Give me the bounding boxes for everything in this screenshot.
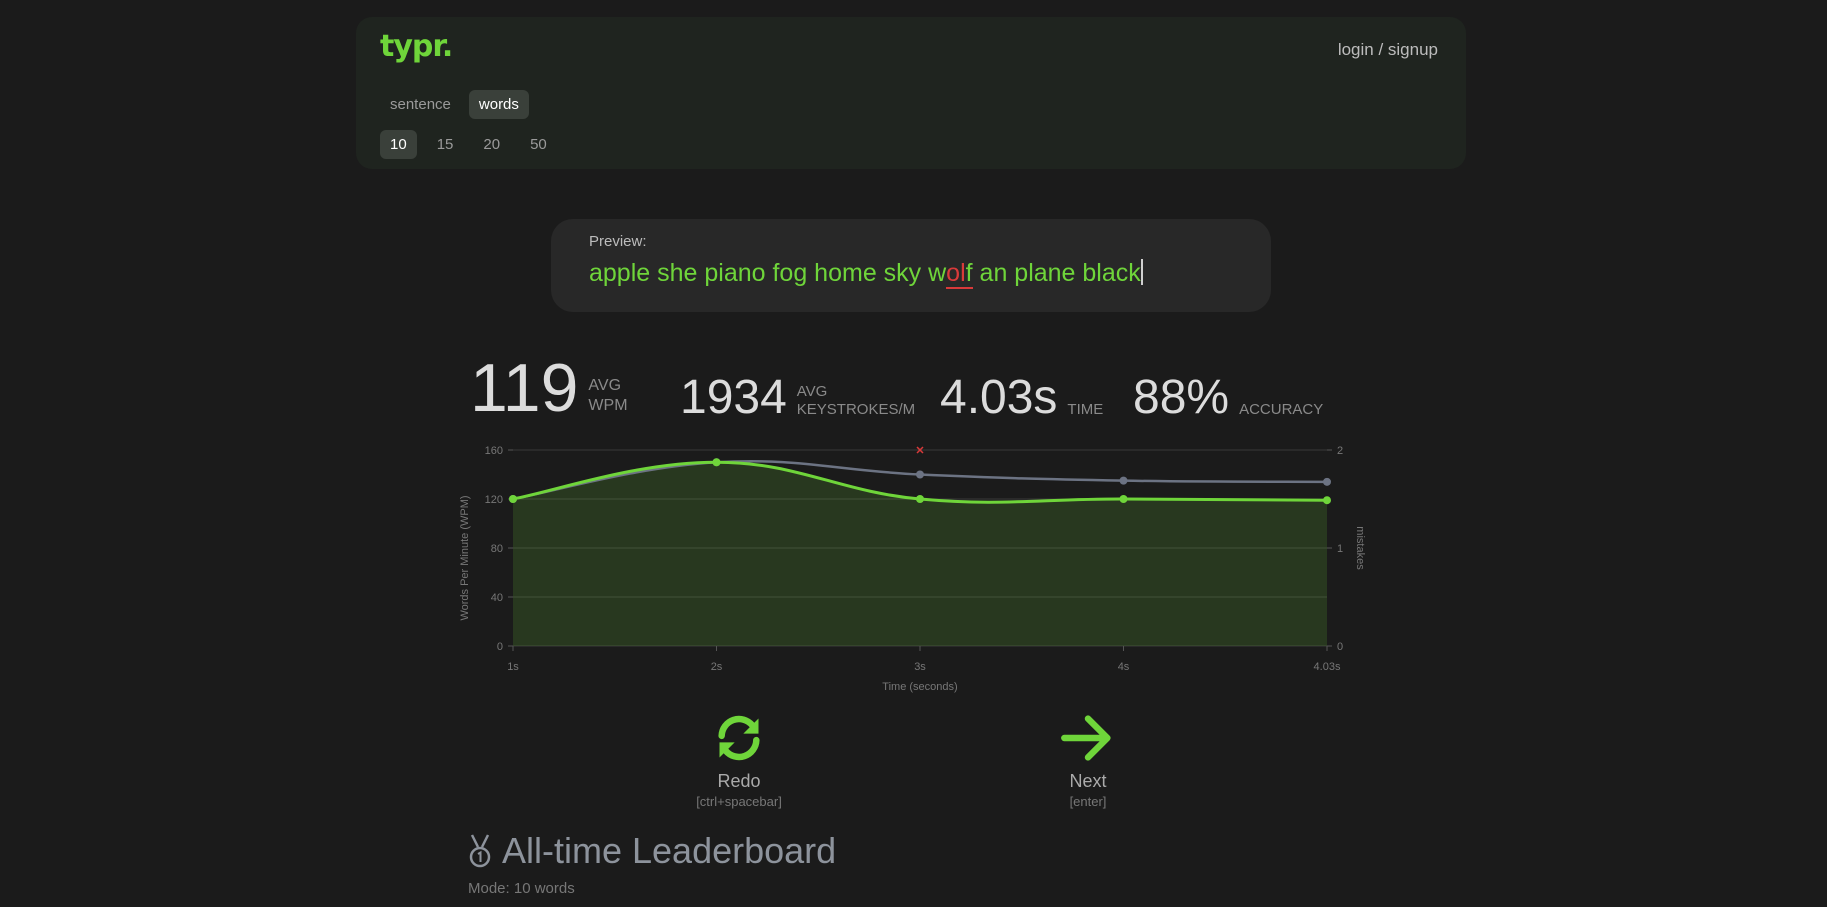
stat-time: 4.03s TIME — [940, 374, 1103, 422]
keystrokes-label-2: KEYSTROKES/M — [796, 401, 916, 419]
preview-label: Preview: — [589, 233, 647, 250]
leaderboard-mode: Mode: 10 words — [468, 880, 575, 897]
x-tick-label: 3s — [914, 661, 926, 673]
wpm-label-2: WPM — [588, 397, 628, 414]
x-tick-label: 2s — [711, 661, 723, 673]
preview-remaining-text: an plane black — [972, 259, 1141, 287]
time-value: 4.03s — [940, 371, 1058, 424]
next-label: Next — [1069, 771, 1107, 791]
accuracy-label: ACCURACY — [1239, 401, 1324, 419]
leaderboard-heading: All-time Leaderboard — [466, 830, 836, 872]
wpm-chart-svg: 160 120 80 40 0 2 1 0 1s 2s 3s 4s 4.03s Time (seconds… — [459, 445, 1366, 693]
x-tick-label: 4.03s — [1314, 661, 1341, 673]
y-tick-label: 120 — [485, 494, 503, 506]
mode-sentence-button[interactable]: sentence — [390, 96, 451, 113]
series-area-fill — [513, 462, 1327, 646]
stat-keystrokes: 1934 AVG KEYSTROKES/M — [680, 374, 915, 422]
logo[interactable]: typr. — [380, 29, 453, 64]
keystrokes-value: 1934 — [680, 371, 787, 424]
mode-words-button[interactable]: words — [468, 90, 529, 119]
y2-tick-label: 0 — [1337, 641, 1343, 653]
data-point — [1119, 476, 1128, 485]
login-signup-link[interactable]: login / signup — [1337, 40, 1438, 59]
x-tick-label: 1s — [507, 661, 519, 673]
data-point — [916, 470, 924, 479]
count-15-button[interactable]: 15 — [436, 136, 454, 153]
y-tick-label: 80 — [491, 543, 503, 555]
word-count-selector: 10 15 20 50 — [380, 130, 557, 159]
mistake-marker — [916, 446, 924, 454]
refresh-icon — [718, 715, 760, 761]
y2-tick-label: 1 — [1337, 543, 1343, 555]
text-caret — [1140, 259, 1143, 285]
stat-accuracy: 88% ACCURACY — [1133, 374, 1323, 422]
data-point — [509, 495, 517, 503]
redo-shortcut: [ctrl+spacebar] — [696, 794, 782, 809]
wpm-label: AVG WPM — [588, 376, 627, 416]
x-axis-label: Time (seconds) — [882, 681, 957, 693]
data-point — [1323, 477, 1331, 486]
preview-text: apple she piano fog home sky wolf an pla… — [589, 259, 1143, 289]
count-20-button[interactable]: 20 — [483, 136, 501, 153]
data-point — [712, 458, 721, 467]
accuracy-value: 88% — [1133, 371, 1230, 424]
header-panel: typr. login / signup sentence words 10 1… — [356, 17, 1466, 169]
keystrokes-label-1: AVG — [796, 382, 828, 400]
data-point — [1119, 495, 1128, 503]
preview-error-chars: ol — [946, 259, 966, 289]
wpm-chart: 160 120 80 40 0 2 1 0 1s 2s 3s 4s 4.03s Time (seconds… — [456, 436, 1366, 696]
preview-correct-text: apple she piano fog home sky w — [589, 259, 947, 287]
y-axis-label: Words Per Minute (WPM) — [459, 495, 471, 620]
next-button[interactable]: Next [enter] — [1008, 712, 1168, 809]
leaderboard-title: All-time Leaderboard — [502, 830, 837, 871]
data-point — [1323, 496, 1331, 505]
y-tick-label: 40 — [491, 592, 503, 604]
y2-tick-label: 2 — [1337, 445, 1343, 457]
wpm-value: 119 — [470, 350, 579, 426]
data-point — [916, 495, 924, 503]
y-tick-label: 160 — [485, 445, 503, 457]
x-tick-label: 4s — [1118, 661, 1130, 673]
count-10-button[interactable]: 10 — [380, 130, 417, 159]
arrow-right-icon — [1061, 715, 1111, 761]
keystrokes-label: AVG KEYSTROKES/M — [797, 383, 915, 421]
redo-button[interactable]: Redo [ctrl+spacebar] — [659, 712, 819, 809]
next-shortcut: [enter] — [1069, 794, 1107, 809]
stat-wpm: 119 AVG WPM — [470, 354, 628, 422]
preview-panel: Preview: apple she piano fog home sky wo… — [551, 219, 1271, 312]
time-label: TIME — [1067, 401, 1104, 419]
y2-axis-label: mistakes — [1354, 526, 1366, 570]
preview-error-tail: f — [965, 259, 973, 289]
count-50-button[interactable]: 50 — [530, 136, 547, 153]
redo-label: Redo — [717, 771, 761, 791]
mode-selector: sentence words — [380, 90, 529, 119]
wpm-label-1: AVG — [588, 377, 622, 394]
y-tick-label: 0 — [497, 641, 503, 653]
medal-icon — [469, 834, 491, 868]
